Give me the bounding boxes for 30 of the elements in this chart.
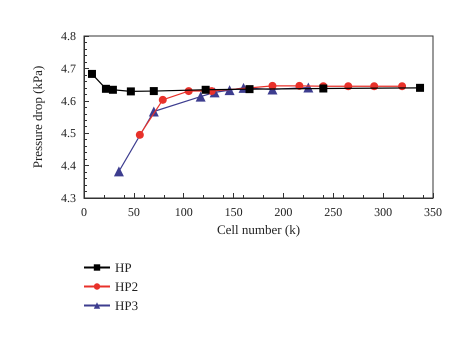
point	[126, 87, 135, 96]
point	[158, 96, 167, 104]
point	[202, 86, 210, 94]
point	[196, 92, 206, 102]
y-axis-title: Pressure drop (kPa)	[30, 66, 45, 168]
point	[150, 87, 158, 96]
point	[136, 130, 144, 139]
legend-label: HP	[115, 260, 132, 275]
y-tick-label: 4.8	[61, 29, 76, 43]
point	[114, 166, 124, 176]
x-tick-label: 0	[81, 205, 87, 219]
y-tick-label: 4.4	[61, 158, 76, 173]
x-tick-label: 150	[224, 205, 243, 219]
y-tick-label: 4.7	[61, 61, 76, 76]
x-tick-label: 50	[128, 205, 140, 219]
x-tick-label: 300	[374, 205, 392, 219]
y-tick-label: 4.3	[61, 191, 76, 205]
point	[88, 70, 96, 78]
x-tick-label: 250	[324, 205, 342, 219]
x-axis-title: Cell number (k)	[216, 222, 300, 237]
point	[108, 86, 117, 94]
point	[416, 84, 424, 92]
y-tick-label: 4.6	[61, 94, 76, 108]
point	[246, 85, 254, 94]
legend-label: HP3	[115, 298, 138, 313]
x-tick-label: 200	[274, 205, 292, 219]
x-tick-label: 100	[174, 205, 193, 219]
x-tick-label: 350	[424, 205, 442, 219]
y-tick-label: 4.5	[61, 126, 76, 140]
legend-label: HP2	[115, 279, 138, 294]
